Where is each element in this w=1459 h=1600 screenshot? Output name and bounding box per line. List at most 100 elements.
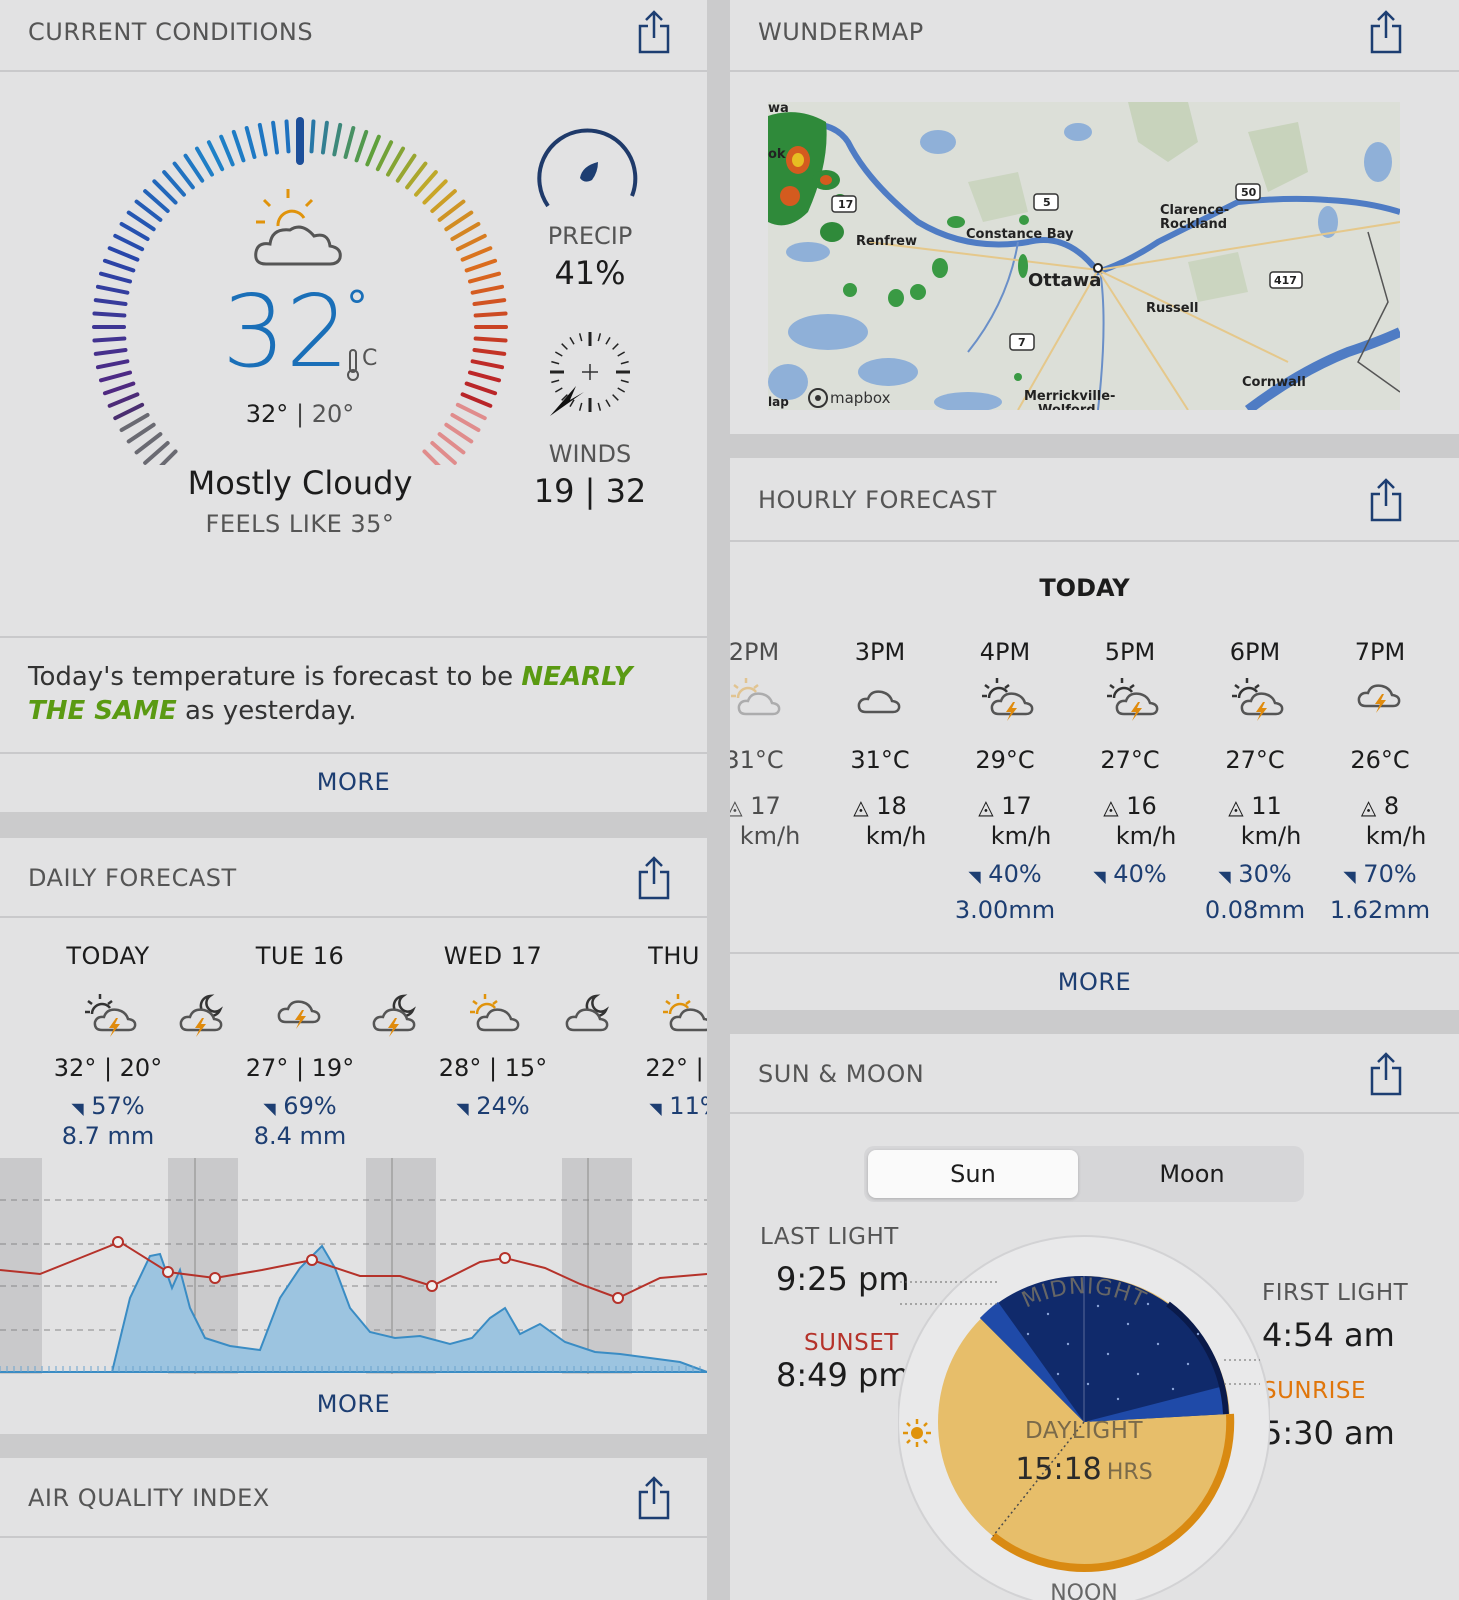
hour-wind: ◬ 11: [1228, 792, 1282, 820]
sun-icon: [903, 1419, 931, 1447]
day-precip: ◥ 57%: [71, 1092, 145, 1120]
sunrise-time: 5:30 am: [1262, 1414, 1395, 1452]
gauge-tick: [134, 432, 163, 455]
hourly-column[interactable]: 2PM 31°C ◬ 17 km/h: [730, 638, 816, 938]
wind-direction-arrow: [550, 386, 584, 416]
gauge-tick: [444, 210, 474, 232]
hourly-column[interactable]: 6PM 27°C ◬ 11 km/h ◥ 30% 0.08mm: [1193, 638, 1317, 938]
gauge-tick: [102, 258, 136, 273]
gauge-tick: [464, 381, 498, 396]
svg-text:lap: lap: [768, 395, 789, 409]
daily-forecast-day[interactable]: THU 1 22° | 1 ◥ 11%: [596, 942, 707, 1162]
hourly-column[interactable]: 7PM 26°C ◬ 8 km/h ◥ 70% 1.62mm: [1318, 638, 1442, 938]
hourly-column[interactable]: 5PM 27°C ◬ 16 km/h ◥ 40%: [1068, 638, 1192, 938]
gauge-tick: [309, 119, 316, 154]
night-band: [562, 1158, 632, 1374]
current-temperature: 32: [222, 282, 349, 382]
gauge-tick: [473, 311, 508, 318]
share-icon[interactable]: [1368, 1050, 1404, 1098]
gauge-tick: [134, 199, 163, 222]
gauge-tick: [472, 347, 507, 356]
gauge-tick: [143, 189, 170, 213]
degree-symbol: °: [346, 282, 368, 333]
gauge-tick: [113, 233, 145, 252]
map-view[interactable]: 17 5 50 417 7 wa ok Renfrew Constance Ba…: [768, 102, 1400, 410]
hour-precip: ◥ 70%: [1343, 860, 1417, 888]
hour-time: 2PM: [730, 638, 780, 666]
hour-temp: 31°C: [850, 746, 910, 774]
day-name: THU 1: [648, 942, 707, 970]
svg-text:Russell: Russell: [1146, 301, 1198, 316]
hour-time: 3PM: [854, 638, 906, 666]
share-icon[interactable]: [636, 1474, 672, 1522]
hour-precip: ◥ 30%: [1218, 860, 1292, 888]
compass-tick: [612, 394, 619, 401]
gauge-tick: [422, 449, 441, 465]
hour-wind: ◬ 8: [1360, 792, 1400, 820]
more-button[interactable]: MORE: [316, 1390, 391, 1418]
gauge-tick: [460, 392, 493, 408]
hour-precip-amount: 1.62mm: [1329, 896, 1431, 924]
temperature-point: [209, 1272, 221, 1284]
gauge-tick: [126, 210, 156, 232]
temperature-point: [112, 1236, 124, 1248]
gauge-tick: [450, 413, 481, 432]
tab-moon[interactable]: Moon: [1159, 1160, 1225, 1188]
temperature-point: [499, 1252, 511, 1264]
share-icon[interactable]: [636, 8, 672, 56]
last-light-label: LAST LIGHT: [760, 1224, 899, 1250]
gauge-tick: [206, 140, 225, 172]
card-title: SUN & MOON: [758, 1060, 925, 1088]
compass-tick: [597, 402, 602, 411]
gauge-tick: [332, 122, 343, 157]
share-icon[interactable]: [636, 854, 672, 902]
hour-precip-amount: 3.00mm: [954, 896, 1056, 924]
hour-wind: ◬ 17: [730, 792, 781, 820]
tab-sun[interactable]: Sun: [868, 1150, 1078, 1198]
card-header: AIR QUALITY INDEX: [0, 1458, 707, 1538]
gauge-tick: [455, 233, 487, 252]
divider: [0, 752, 707, 754]
cloud-thunder-icon: [1357, 684, 1401, 713]
gauge-tick: [107, 246, 140, 262]
hour-wind-unit: km/h: [1240, 822, 1302, 850]
card-title: HOURLY FORECAST: [758, 486, 997, 514]
temperature-point: [306, 1254, 318, 1266]
card-header: CURRENT CONDITIONS: [0, 0, 707, 72]
daily-forecast-day[interactable]: TUE 16 27° | 19° ◥ 69% 8.4 mm: [210, 942, 390, 1162]
gauge-tick: [386, 146, 405, 177]
winds-label: WINDS: [548, 440, 632, 468]
compass-tick: [612, 343, 619, 350]
precip-area: [0, 1244, 707, 1373]
gauge-tick: [375, 140, 394, 172]
gauge-tick: [430, 441, 457, 465]
more-button[interactable]: MORE: [1057, 968, 1132, 996]
gauge-tick: [414, 170, 438, 197]
share-icon[interactable]: [1368, 8, 1404, 56]
hour-temp: 26°C: [1350, 746, 1410, 774]
daylight-duration: 15:18 HRS: [984, 1452, 1184, 1487]
daily-forecast-day[interactable]: TODAY 32° | 20° ◥ 57% 8.7 mm: [18, 942, 198, 1162]
svg-text:17: 17: [838, 198, 853, 211]
card-header: WUNDERMAP: [730, 0, 1459, 72]
hourly-column[interactable]: 4PM 29°C ◬ 17 km/h ◥ 40% 3.00mm: [943, 638, 1067, 938]
sunrise-label: SUNRISE: [1262, 1378, 1367, 1404]
svg-text:50: 50: [1241, 186, 1257, 199]
daily-forecast-day[interactable]: WED 17 28° | 15° ◥ 24%: [403, 942, 583, 1162]
gauge-tick: [99, 271, 132, 284]
gauge-tick: [102, 381, 136, 396]
svg-text:Constance Bay: Constance Bay: [966, 227, 1074, 242]
more-button[interactable]: MORE: [316, 768, 391, 796]
card-header: SUN & MOON: [730, 1034, 1459, 1114]
hour-temp: 31°C: [730, 746, 784, 774]
sun-cloud-thunder-icon: [1232, 678, 1284, 721]
compass-tick: [620, 360, 629, 365]
last-light-time: 9:25 pm: [776, 1260, 910, 1298]
hourly-column[interactable]: 3PM 31°C ◬ 18 km/h: [818, 638, 942, 938]
temperature-point: [612, 1292, 624, 1304]
compass-tick: [605, 399, 611, 408]
compass-tick: [551, 379, 560, 384]
wundermap-card: WUNDERMAP: [730, 0, 1459, 434]
day-name: TODAY: [66, 942, 150, 970]
share-icon[interactable]: [1368, 476, 1404, 524]
